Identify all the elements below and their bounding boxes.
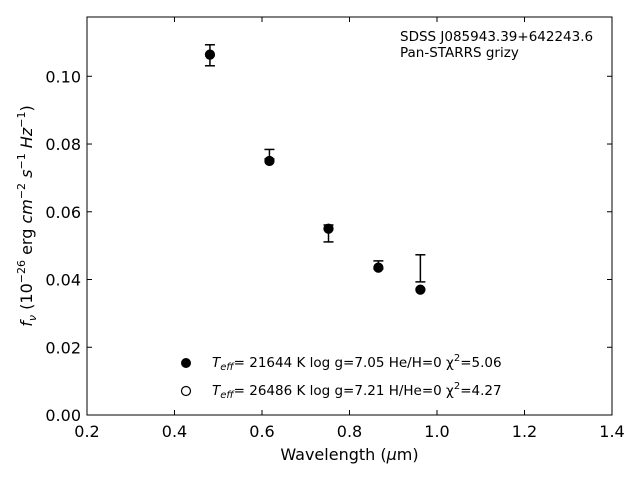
legend-entry-1: Teff= 21644 K log g=7.05 He/H=0 χ2=5.06 [212, 353, 502, 373]
legend-entry-2: Teff= 26486 K log g=7.21 H/He=0 χ2=4.27 [212, 381, 502, 401]
annotation-line-1: SDSS J085943.39+642243.6 [400, 29, 593, 45]
legend: Teff= 21644 K log g=7.05 He/H=0 χ2=5.06 … [180, 353, 502, 401]
x-ticks: 0.2 0.4 0.6 0.8 1.0 1.2 1.4 [74, 17, 625, 441]
x-tick-label: 0.2 [74, 422, 99, 441]
legend-marker-open [180, 385, 192, 397]
x-tick-label: 0.8 [337, 422, 362, 441]
x-tick-label: 1.0 [424, 422, 449, 441]
x-tick-label: 1.2 [512, 422, 537, 441]
y-tick-label: 0.00 [45, 406, 81, 425]
model-point-filled [264, 155, 275, 167]
markers [204, 49, 426, 295]
legend-marker-filled [181, 358, 191, 368]
model-point-filled [323, 223, 334, 234]
x-axis-label: Wavelength (μm) [280, 445, 418, 464]
y-tick-label: 0.08 [45, 135, 81, 154]
y-ticks: 0.00 0.02 0.04 0.06 0.08 0.10 [45, 67, 612, 425]
model-point-filled [204, 49, 216, 60]
y-tick-label: 0.10 [45, 67, 81, 86]
x-tick-label: 0.4 [162, 422, 187, 441]
error-bar [415, 254, 426, 283]
y-tick-label: 0.02 [45, 338, 81, 357]
x-tick-label: 0.6 [249, 422, 274, 441]
model-point-filled [373, 262, 384, 273]
y-axis-label: fν (10−26 erg cm−2 s−1 Hz−1) [15, 105, 39, 326]
x-tick-label: 1.4 [599, 422, 624, 441]
y-tick-label: 0.06 [45, 203, 81, 222]
model-point-filled [415, 284, 426, 295]
error-bars [204, 44, 426, 283]
y-tick-label: 0.04 [45, 271, 81, 290]
annotation-line-2: Pan-STARRS grizy [400, 45, 519, 61]
